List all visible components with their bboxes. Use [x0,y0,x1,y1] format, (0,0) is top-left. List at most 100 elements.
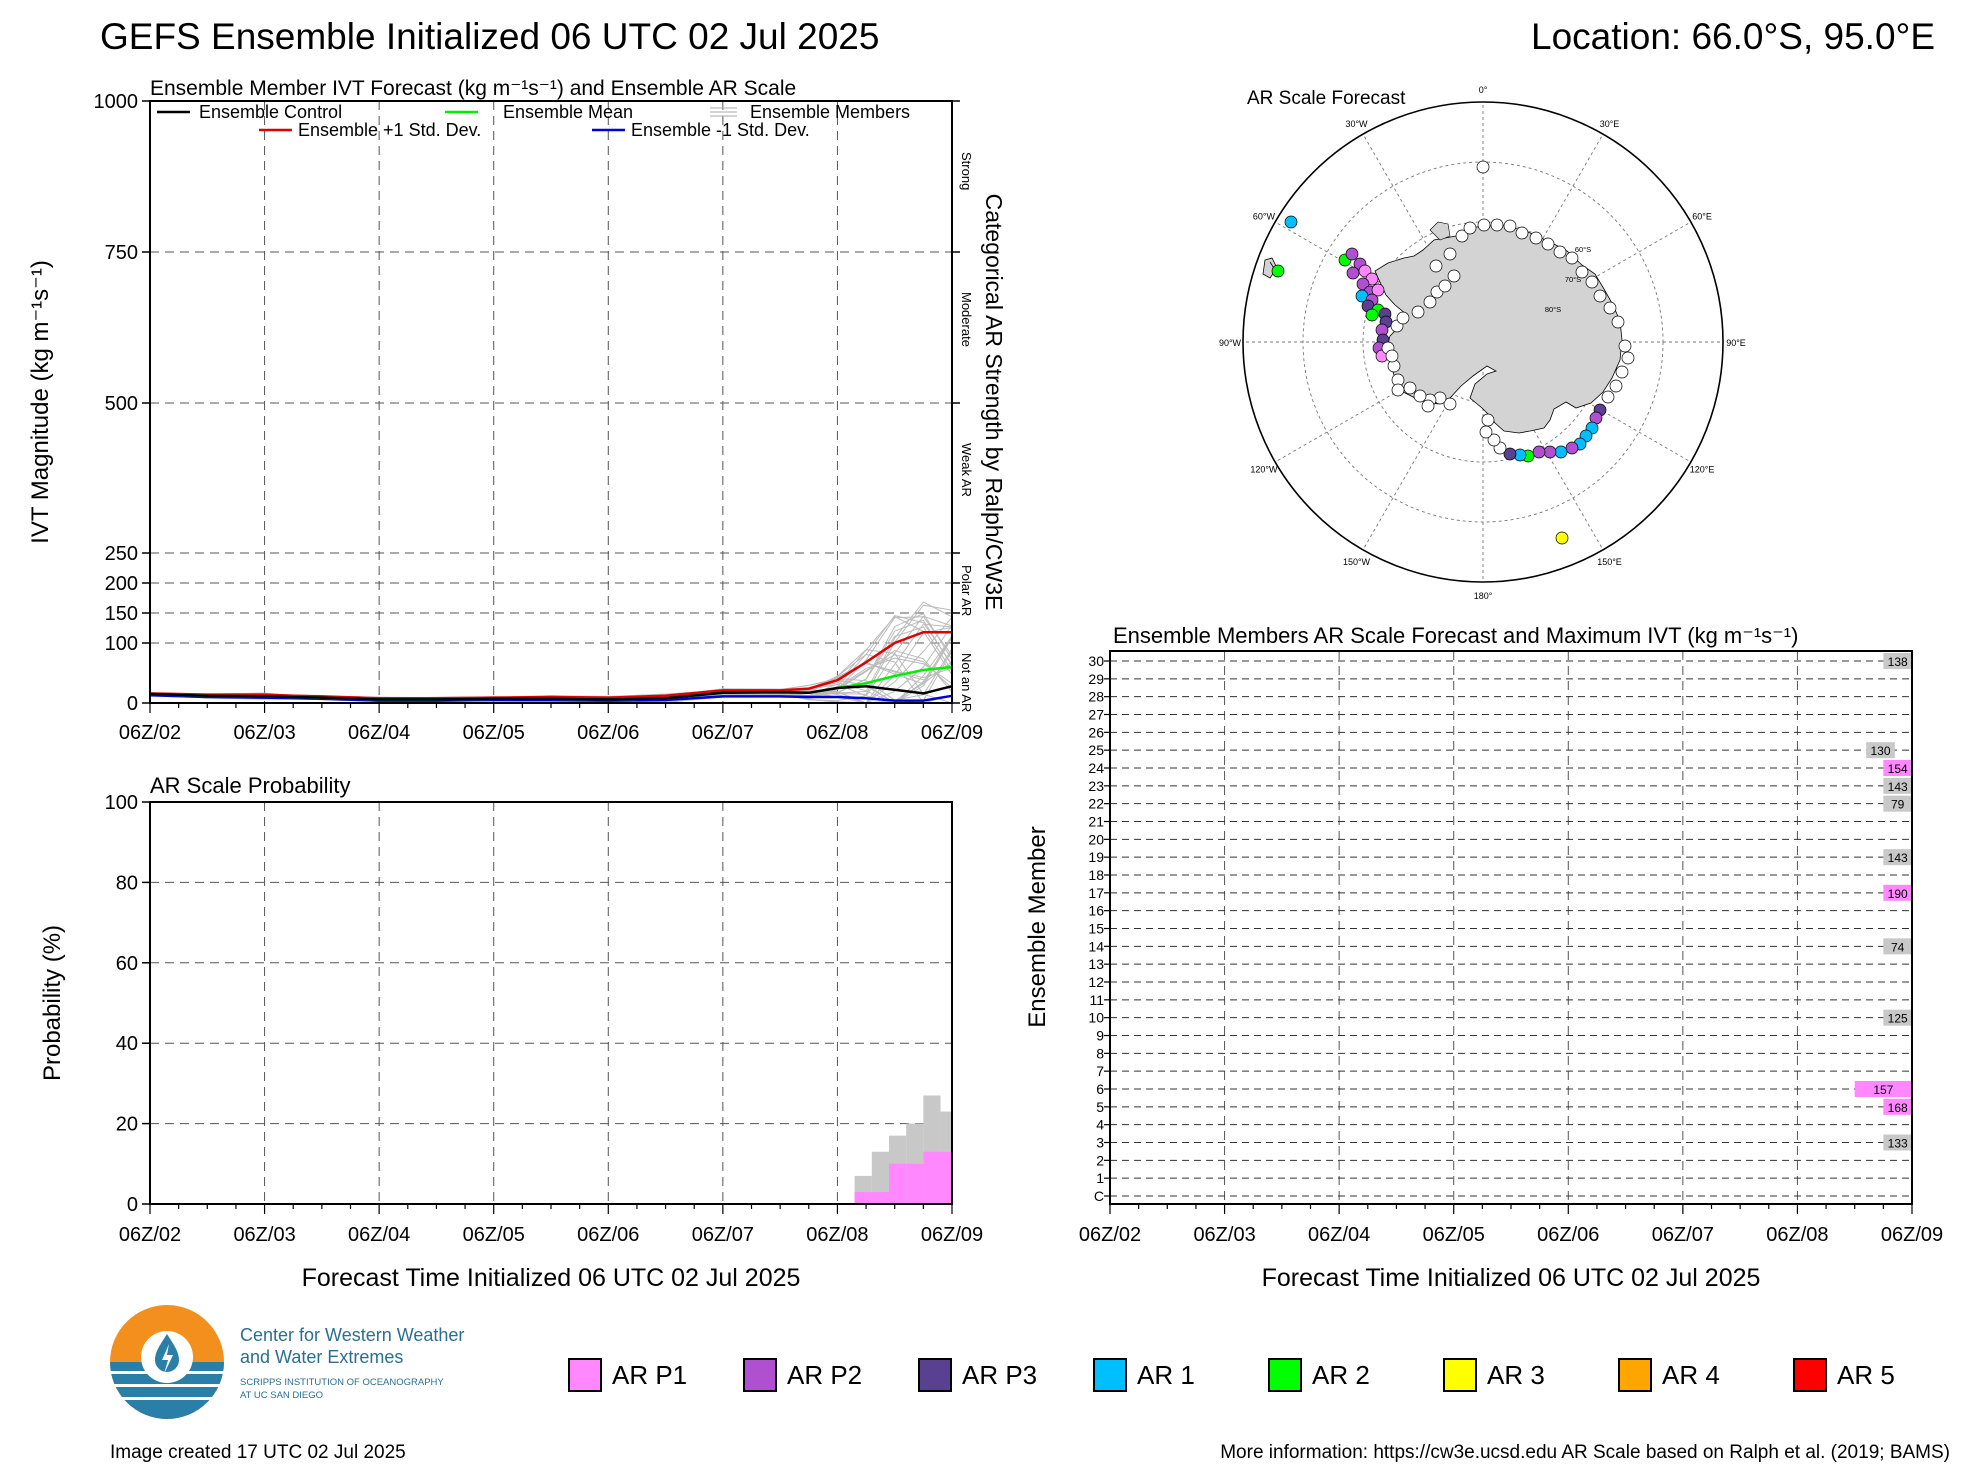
map-ar-dot [1455,229,1469,243]
prob-ytick-label: 0 [127,1194,138,1216]
prob-x-label: Forecast Time Initialized 06 UTC 02 Jul … [302,1264,801,1292]
map-ar-dots [1271,160,1635,545]
ivt-ytick-label: 500 [105,393,138,415]
map-lat-label: 70°S [1565,275,1581,284]
prob-xtick-label: 06Z/09 [921,1224,983,1246]
member-ar-bar [1854,1081,1912,1097]
logo-wave-3 [118,1397,216,1400]
map-ar-dot [1532,445,1546,459]
map-lon-label: 90°E [1726,338,1746,348]
map-meridian [1274,221,1484,343]
prob-panel-title: AR Scale Probability [150,773,351,798]
map-ar-dot [1481,413,1495,427]
member-max-ivt-label: 138 [1888,655,1908,669]
member-bars: 138 130 154 143 79 143 190 74 125 157 168 133 [1854,653,1912,1151]
member-ytick-label: 30 [1088,653,1104,669]
map-ar-dot [1503,219,1517,233]
legend-item-ar-p1: AR P1 [568,1358,687,1392]
legend-swatch [1618,1358,1652,1392]
member-ytick-label: 26 [1088,724,1104,740]
map-ar-dot [1411,305,1425,319]
member-ytick-label: 28 [1088,689,1104,705]
prob-xtick-label: 06Z/04 [348,1224,410,1246]
map-meridian [1362,133,1484,343]
footer-info: More information: https://cw3e.ucsd.edu … [1220,1442,1950,1463]
prob-xtick-label: 06Z/05 [463,1224,525,1246]
map-ar-dot [1585,275,1599,289]
map-lat-label: 80°S [1545,305,1561,314]
member-ytick-label: 25 [1088,742,1104,758]
member-max-ivt-label: 143 [1888,851,1908,865]
map-ar-dot [1477,218,1491,232]
category-not-ar: Not an AR [959,653,974,712]
prob-ytick-label: 100 [105,792,138,814]
map-ar-dot [1447,269,1461,283]
member-ytick-label: 15 [1088,921,1104,937]
legend-label: AR 3 [1487,1359,1545,1390]
member-max-ivt-label: 79 [1891,798,1905,812]
ivt-ytick-label: 150 [105,603,138,625]
legend-label: AR 1 [1137,1359,1195,1390]
map-ar-dot [1271,264,1285,278]
map-ar-dot [1515,226,1529,240]
map-ar-dot [1529,231,1543,245]
map-ar-dot [1476,160,1490,174]
prob-grid [150,802,952,1204]
prob-step-bar [888,1163,907,1204]
legend-swatch [918,1358,952,1392]
member-ytick-label: 21 [1088,814,1104,830]
map-ar-dot [1621,351,1635,365]
logo-bolt-icon [162,1344,173,1374]
map-ar-dot [1438,279,1452,293]
member-ar-bar [1883,760,1912,776]
map-ar-dot [1391,383,1405,397]
ivt-legend: Ensemble Control Ensemble Mean Ensemble … [157,102,910,140]
ivt-xtick-label: 06Z/02 [119,722,181,744]
map-title: AR Scale Forecast [1247,88,1406,109]
map-lon-label: 0° [1479,85,1488,95]
prob-ytick-label: 20 [116,1114,138,1136]
map-ar-dot [1371,283,1385,297]
member-y-axis: C123456789101112131415161718192021222324… [1088,653,1110,1204]
member-max-ivt-label: 125 [1888,1012,1908,1026]
ivt-control-line [149,684,953,701]
member-ytick-label: 11 [1089,992,1104,1008]
footer-created: Image created 17 UTC 02 Jul 2025 [110,1442,406,1463]
prob-y-axis: 0 20 40 60 80 100 [105,792,150,1216]
member-ytick-label: 23 [1088,778,1104,794]
member-panel-title: Ensemble Members AR Scale Forecast and M… [1113,623,1798,648]
member-ytick-label: 29 [1088,671,1104,687]
category-weak: Weak AR [959,443,974,497]
map-meridian [1482,133,1604,343]
member-grid [1110,651,1912,1204]
map-labels: 0° 30°E 60°E 90°E 120°E 150°E 180° 150°W 120°W 90… [1219,85,1746,601]
map-ar-dot [1345,247,1359,261]
member-ar-bar [1883,777,1912,794]
ivt-xtick-label: 06Z/06 [577,722,639,744]
legend-swatch [1443,1358,1477,1392]
map-ar-dot [1365,308,1379,322]
prob-xtick-label: 06Z/03 [233,1224,295,1246]
map-ar-dot [1565,441,1579,455]
legend-item-ar-2: AR 2 [1268,1358,1370,1392]
member-max-ivt-label: 168 [1888,1101,1908,1115]
member-ytick-label: 7 [1096,1063,1104,1079]
member-ar-bar [1883,1009,1912,1026]
ice-shelf-shape [1429,221,1451,241]
map-ar-dot [1403,381,1417,395]
ivt-ytick-label: 1000 [94,91,139,113]
member-ytick-label: 13 [1088,956,1104,972]
map-ar-dot [1443,397,1457,411]
map-ar-dot [1487,433,1501,447]
member-ytick-label: C [1094,1188,1104,1204]
map-ar-dot [1385,349,1399,363]
legend-item-ar-p2: AR P2 [743,1358,862,1392]
prob-step-bar [871,1151,889,1204]
ivt-y-axis: 0 100 150 200 250 500 750 1000 [94,91,960,715]
member-xtick-label: 06Z/05 [1423,1224,1485,1246]
map-ar-dot [1601,390,1615,404]
ivt-right-label: Categorical AR Strength by Ralph/CW3E [981,194,1007,611]
probability-panel: AR Scale Probability 0 20 40 60 80 100 06Z/02… [39,773,983,1292]
member-ytick-label: 2 [1096,1152,1104,1168]
